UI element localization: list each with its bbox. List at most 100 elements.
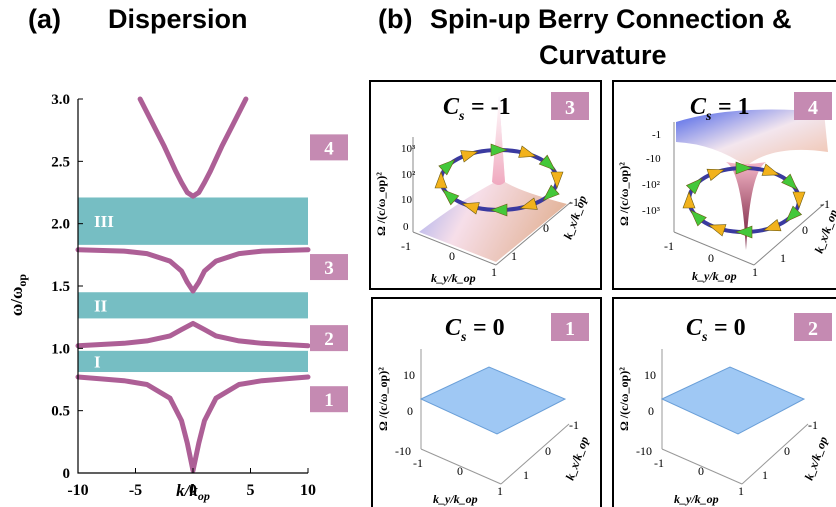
y-tick-label: 1.0 bbox=[51, 341, 70, 357]
berry-arrow bbox=[735, 161, 753, 175]
band-1-curve bbox=[75, 374, 311, 473]
y-axis-label: k_x/k_op bbox=[802, 435, 831, 482]
berry-arrow bbox=[735, 225, 753, 239]
z-tick: 0 bbox=[648, 404, 654, 418]
band-badge-label: 3 bbox=[565, 97, 575, 119]
band-badge-label: 4 bbox=[324, 138, 334, 159]
band-badge-label: 1 bbox=[565, 318, 575, 340]
berry-arrow bbox=[550, 171, 564, 189]
y-axis-label: ω/ωop bbox=[7, 274, 29, 317]
berry-arrow bbox=[518, 145, 537, 158]
chern-subscript: s bbox=[701, 330, 708, 345]
y-tick-label: 2.5 bbox=[51, 154, 70, 170]
z-tick: 10² bbox=[401, 169, 416, 181]
subplot-2-canvas: C s = 0 2 Ω /(c/ω_op)² 10 0 -10 -1 0 1 -… bbox=[617, 313, 832, 506]
band-gap-label: I bbox=[94, 352, 101, 371]
panel-a-label: (a) bbox=[28, 4, 61, 34]
berry-arrow bbox=[461, 202, 480, 215]
x-tick: -1 bbox=[664, 239, 674, 253]
berry-arrow bbox=[460, 150, 479, 163]
berry-arrow bbox=[781, 173, 798, 191]
band-badge-label: 2 bbox=[808, 318, 818, 340]
z-tick: 0 bbox=[407, 404, 413, 418]
band-gap-label: III bbox=[94, 212, 114, 231]
panel-b-title-line1: Spin-up Berry Connection & bbox=[430, 4, 792, 34]
x-tick: 0 bbox=[698, 464, 704, 478]
berry-arrow bbox=[708, 224, 727, 237]
berry-arrow bbox=[438, 159, 456, 176]
y-tick: -1 bbox=[808, 418, 818, 432]
z-axis-label: Ω /(c/ω_op)² bbox=[374, 172, 388, 236]
y-tick-label: 1.5 bbox=[51, 279, 70, 295]
x-tick: 1 bbox=[491, 265, 497, 279]
x-axis-label: k_y/k_op bbox=[433, 492, 478, 506]
band-badge-label: 2 bbox=[324, 329, 334, 350]
y-tick-label: 0 bbox=[63, 466, 71, 482]
band-badge-label: 4 bbox=[808, 97, 818, 119]
berry-arrow bbox=[685, 177, 703, 195]
y-tick-label: 3.0 bbox=[51, 92, 70, 108]
panel-b-label: (b) bbox=[378, 4, 413, 34]
band-badge bbox=[310, 386, 348, 413]
x-tick-label: -5 bbox=[129, 482, 142, 499]
z-axis-label: Ω /(c/ω_op)² bbox=[617, 367, 631, 431]
band-badge bbox=[551, 313, 589, 341]
y-tick: -1 bbox=[820, 197, 830, 211]
band-gap-III bbox=[78, 197, 308, 245]
x-tick: 1 bbox=[497, 484, 503, 498]
chern-value: = 0 bbox=[473, 315, 505, 341]
band-2-curve bbox=[75, 320, 311, 349]
band-badge-label: 3 bbox=[324, 258, 334, 279]
y-tick: 0 bbox=[545, 444, 551, 458]
berry-arrow bbox=[682, 191, 696, 209]
x-tick-label: 0 bbox=[189, 482, 197, 499]
x-tick: 0 bbox=[708, 251, 714, 265]
x-tick-label: 5 bbox=[247, 482, 255, 499]
chern-value: = 1 bbox=[718, 94, 750, 120]
berry-arrow bbox=[706, 168, 725, 182]
berry-arrow bbox=[490, 143, 508, 157]
z-tick: 10 bbox=[401, 194, 413, 206]
chern-label: C bbox=[686, 315, 703, 341]
subplot-4-canvas: C s = 1 4 Ω /(c/ω_op)² -1 -10 -10² -10³ … bbox=[617, 92, 836, 283]
z-tick: -10 bbox=[395, 444, 411, 458]
z-axis-label: Ω /(c/ω_op)² bbox=[376, 367, 390, 431]
x-axis-label: k_y/k_op bbox=[674, 492, 719, 506]
x-tick: -1 bbox=[401, 239, 411, 253]
y-tick: 1 bbox=[780, 251, 786, 265]
berry-arrow bbox=[761, 163, 780, 176]
subplot-4: C s = 1 4 Ω /(c/ω_op)² -1 -10 -10² -10³ … bbox=[612, 80, 836, 290]
z-tick: 10 bbox=[644, 368, 656, 382]
z-tick: -10 bbox=[636, 444, 652, 458]
x-tick: 0 bbox=[449, 249, 455, 263]
band-badge-label: 1 bbox=[324, 390, 334, 411]
y-axis-label: k_x/k_op bbox=[812, 208, 836, 255]
y-tick: 0 bbox=[784, 444, 790, 458]
berry-arrow bbox=[490, 203, 508, 217]
axes bbox=[77, 99, 308, 474]
z-tick: -10² bbox=[642, 179, 661, 191]
z-tick: -1 bbox=[652, 129, 661, 141]
y-tick-label: 2.0 bbox=[51, 217, 70, 233]
y-axis-label: k_x/k_op bbox=[561, 194, 590, 241]
chern-subscript: s bbox=[458, 109, 465, 124]
x-tick: 1 bbox=[752, 265, 758, 279]
band-gap-label: II bbox=[94, 296, 108, 315]
berry-arrow bbox=[442, 189, 460, 206]
chern-label: C bbox=[690, 94, 707, 120]
y-tick: 1 bbox=[762, 468, 768, 482]
berry-arrow bbox=[690, 209, 707, 227]
z-axis-label: Ω /(c/ω_op)² bbox=[617, 162, 631, 226]
berry-arrow bbox=[519, 197, 538, 210]
berry-arrow bbox=[792, 191, 806, 209]
chern-label: C bbox=[445, 315, 462, 341]
y-tick: 1 bbox=[511, 249, 517, 263]
berry-arrow bbox=[542, 184, 560, 201]
band-badge bbox=[310, 254, 348, 281]
x-tick: 1 bbox=[738, 484, 744, 498]
band-badge bbox=[551, 92, 589, 120]
berry-arrow bbox=[763, 218, 782, 232]
y-tick: -1 bbox=[569, 418, 579, 432]
berry-arrow bbox=[785, 205, 803, 223]
